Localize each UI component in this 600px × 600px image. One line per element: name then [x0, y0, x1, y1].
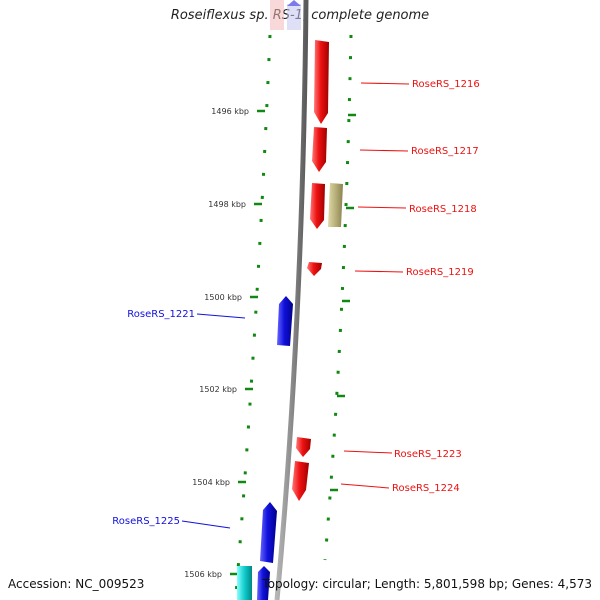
scale-labels: 1496 kbp 1498 kbp 1500 kbp 1502 kbp 1504…	[184, 107, 249, 579]
gene-arrow-rosers-1217[interactable]	[312, 127, 327, 172]
gene-labels: RoseRS_1216 RoseRS_1217 RoseRS_1218 Rose…	[112, 79, 479, 527]
gene-arrow-blue-bottom[interactable]	[257, 566, 270, 600]
gene-arrow-rosers-1221[interactable]	[277, 296, 293, 346]
genome-backbone	[274, 0, 309, 600]
scale-label-1500: 1500 kbp	[204, 293, 242, 302]
label-leaders	[181, 82, 410, 529]
reverse-strand-genes	[237, 296, 293, 600]
gene-arrow-rosers-1225[interactable]	[260, 502, 277, 563]
gene-arrow-rosers-1216[interactable]	[314, 40, 329, 124]
gene-label-rosers-1216[interactable]: RoseRS_1216	[412, 79, 480, 90]
inner-dotted-track	[234, 34, 272, 596]
gene-label-rosers-1224[interactable]: RoseRS_1224	[392, 483, 460, 494]
gene-label-rosers-1217[interactable]: RoseRS_1217	[411, 146, 479, 157]
gene-label-rosers-1221[interactable]: RoseRS_1221	[127, 309, 195, 320]
gene-label-rosers-1219[interactable]: RoseRS_1219	[406, 267, 474, 278]
scale-label-1496: 1496 kbp	[211, 107, 249, 116]
forward-strand-genes	[292, 40, 343, 501]
gene-arrow-rosers-1219[interactable]	[307, 262, 322, 276]
scale-label-1504: 1504 kbp	[192, 478, 230, 487]
gene-arrow-rosers-1223[interactable]	[296, 437, 311, 457]
gene-arrow-rosers-1224[interactable]	[292, 461, 309, 501]
outer-dotted-track	[323, 34, 353, 561]
partial-genes-top	[270, 0, 301, 30]
scale-label-1502: 1502 kbp	[199, 385, 237, 394]
scale-ticks	[230, 109, 356, 576]
scale-label-1506: 1506 kbp	[184, 570, 222, 579]
scale-label-1498: 1498 kbp	[208, 200, 246, 209]
topology-text: Topology: circular; Length: 5,801,598 bp…	[262, 577, 592, 591]
gene-block-cyan[interactable]	[237, 566, 252, 600]
gene-arrow-rosers-1218-tan[interactable]	[328, 183, 343, 227]
gene-arrow-rosers-1218[interactable]	[310, 183, 325, 229]
gene-label-rosers-1225[interactable]: RoseRS_1225	[112, 516, 180, 527]
gene-label-rosers-1223[interactable]: RoseRS_1223	[394, 449, 462, 460]
gene-label-rosers-1218[interactable]: RoseRS_1218	[409, 204, 477, 215]
accession-text: Accession: NC_009523	[8, 577, 145, 591]
